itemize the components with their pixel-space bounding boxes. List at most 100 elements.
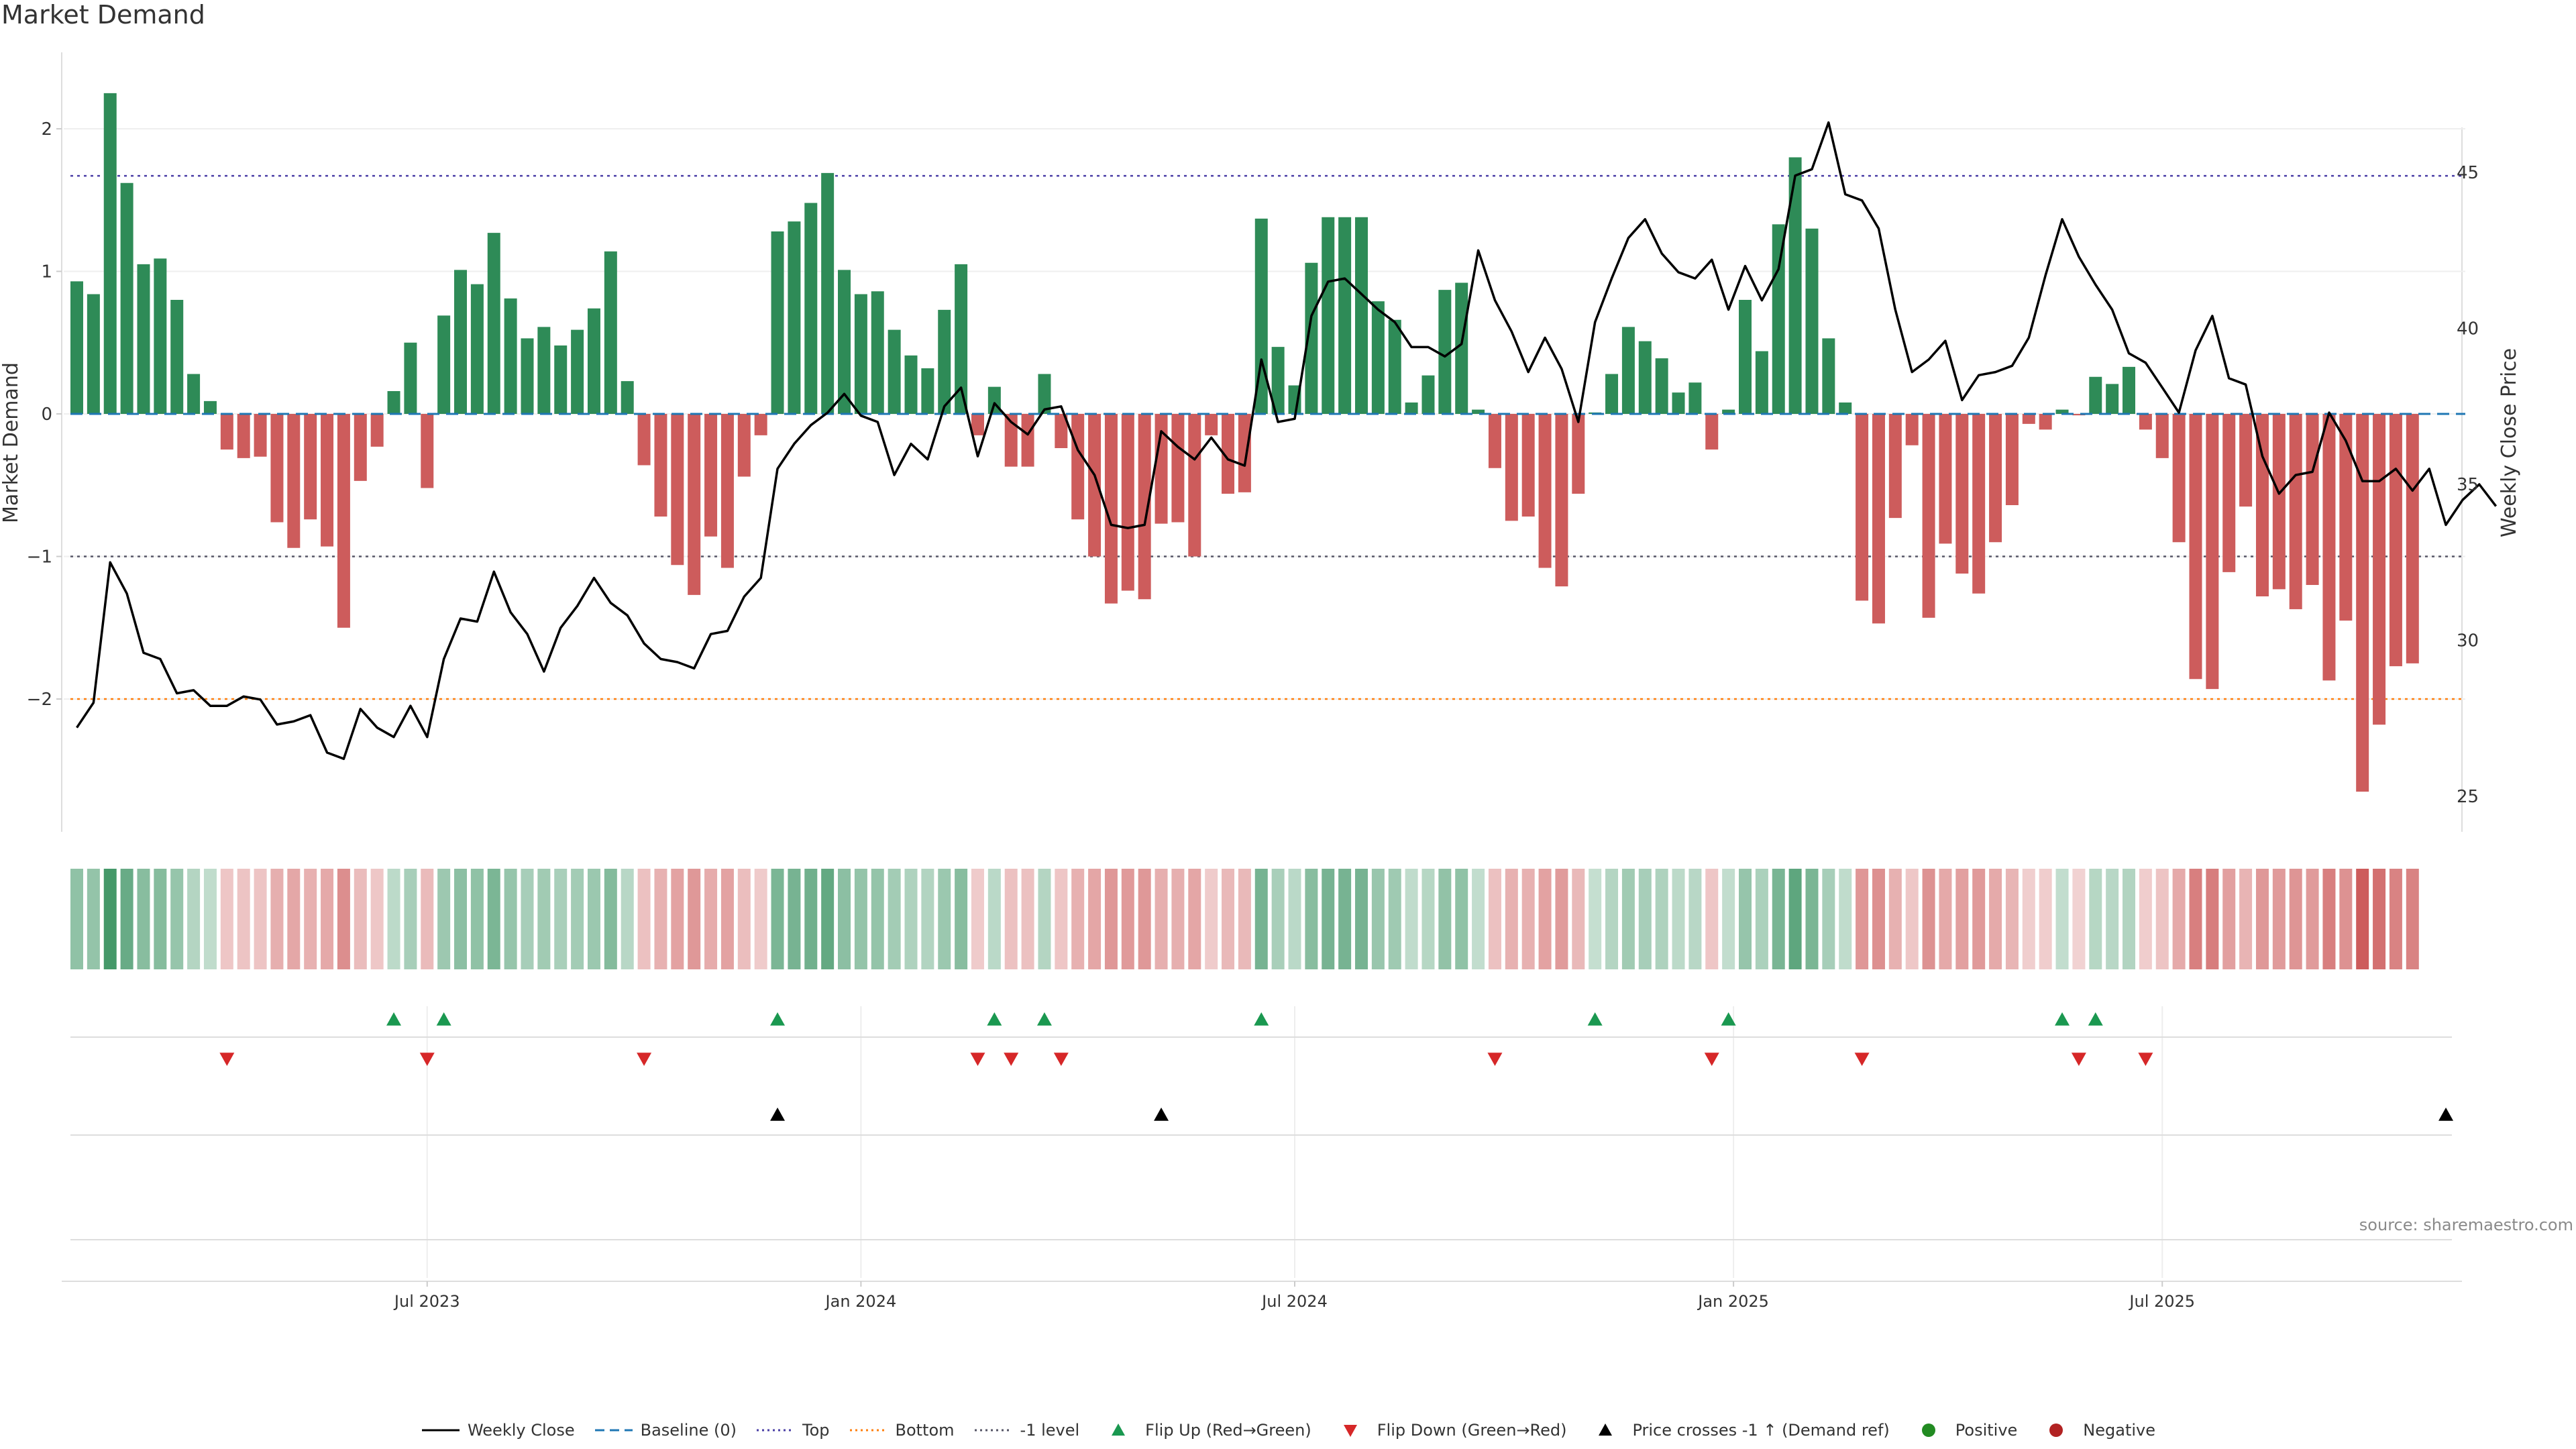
flip-up-marker — [2088, 1012, 2103, 1026]
heat-cell — [1288, 869, 1301, 969]
demand-bar — [387, 391, 400, 414]
demand-bars — [70, 93, 2419, 792]
heat-cell — [2055, 869, 2069, 969]
demand-bar — [2055, 409, 2069, 414]
demand-bar — [354, 414, 367, 481]
heat-cell — [1055, 869, 1068, 969]
heat-cell — [720, 869, 734, 969]
heat-cell — [1755, 869, 1768, 969]
demand-bar — [671, 414, 684, 566]
heat-cell — [1621, 869, 1635, 969]
demand-bar — [1856, 414, 1869, 601]
demand-bar — [103, 93, 117, 414]
source-caption: source: sharemaestro.com — [2359, 1216, 2573, 1234]
demand-bar — [571, 329, 584, 414]
heat-cell — [404, 869, 417, 969]
heat-cell — [187, 869, 201, 969]
demand-bar — [1739, 300, 1752, 414]
heat-cell — [987, 869, 1001, 969]
y2-axis-label: Weekly Close Price — [2498, 348, 2521, 537]
heat-cell — [220, 869, 233, 969]
heat-cell — [854, 869, 867, 969]
heat-cell — [1338, 869, 1352, 969]
heat-cell — [1021, 869, 1034, 969]
heat-cell — [321, 869, 334, 969]
demand-bar — [938, 309, 951, 414]
demand-bar — [1688, 382, 1702, 414]
heat-cell — [1388, 869, 1401, 969]
legend-item-top: Top — [755, 1421, 830, 1440]
heat-cell — [237, 869, 250, 969]
legend-label: Bottom — [895, 1421, 955, 1440]
demand-bar — [2172, 414, 2186, 543]
heat-cell — [1004, 869, 1018, 969]
heat-cell — [1205, 869, 1218, 969]
heat-cell — [1905, 869, 1919, 969]
heat-cell — [1455, 869, 1468, 969]
demand-bar — [1171, 414, 1185, 523]
y-tick-label: −1 — [27, 547, 52, 568]
y2-tick-label: 30 — [2457, 631, 2479, 651]
heat-cell — [2106, 869, 2119, 969]
heat-cell — [2222, 869, 2236, 969]
demand-heat-strip — [70, 869, 2419, 969]
demand-bar — [804, 203, 818, 414]
flip-up-marker — [987, 1012, 1002, 1026]
heat-cell — [955, 869, 968, 969]
demand-bar — [2139, 414, 2152, 430]
x-tick-label: Jul 2025 — [2128, 1292, 2195, 1311]
legend-item-cross: Price crosses -1 ↑ (Demand ref) — [1585, 1421, 1890, 1440]
heat-cell — [2322, 869, 2336, 969]
weekly-close-line — [76, 121, 2498, 760]
demand-bar — [1421, 375, 1435, 414]
legend-item-price: Weekly Close — [421, 1421, 575, 1440]
heat-cell — [1872, 869, 1885, 969]
price-cross-marker — [770, 1108, 786, 1121]
heat-cell — [1238, 869, 1251, 969]
flip-up-marker — [1587, 1012, 1603, 1026]
heat-cell — [1371, 869, 1385, 969]
demand-bar — [1238, 414, 1251, 492]
demand-bar — [1722, 409, 1735, 414]
heat-cell — [688, 869, 701, 969]
demand-bar — [688, 414, 701, 595]
x-tick-label: Jan 2025 — [1697, 1292, 1769, 1311]
heat-cell — [971, 869, 984, 969]
demand-bar — [1488, 414, 1501, 468]
demand-bar — [2222, 414, 2236, 572]
demand-bar — [1038, 374, 1051, 414]
heat-cell — [637, 869, 651, 969]
demand-bar — [587, 308, 600, 414]
legend-label: Weekly Close — [467, 1421, 575, 1440]
demand-bar — [1121, 414, 1134, 591]
heat-cell — [1088, 869, 1102, 969]
heat-cell — [437, 869, 451, 969]
heat-cell — [1772, 869, 1785, 969]
price-cross-marker — [1154, 1108, 1169, 1121]
demand-bar — [1004, 414, 1018, 467]
demand-bar — [1055, 414, 1068, 448]
demand-bar — [1388, 319, 1401, 414]
heat-cell — [554, 869, 568, 969]
demand-bar — [203, 400, 217, 414]
legend-swatch-dot_neg — [2049, 1424, 2063, 1437]
heat-cell — [1589, 869, 1602, 969]
demand-bar — [737, 414, 751, 477]
price-cross-marker — [2438, 1108, 2454, 1121]
demand-bar — [2123, 366, 2136, 414]
demand-bar — [1188, 414, 1201, 557]
demand-bar — [1972, 414, 1986, 594]
heat-cell — [1171, 869, 1185, 969]
flip-down-marker — [1004, 1053, 1019, 1066]
heat-cell — [2022, 869, 2035, 969]
demand-bar — [170, 300, 184, 414]
demand-bar — [771, 231, 784, 414]
demand-bar — [637, 414, 651, 466]
demand-bar — [1755, 351, 1768, 414]
demand-bar — [1538, 414, 1552, 568]
demand-bar — [621, 381, 634, 414]
demand-bar — [2005, 414, 2019, 505]
demand-bar — [1521, 414, 1535, 517]
legend-item-minus1: -1 level — [973, 1421, 1079, 1440]
legend-swatch-price — [421, 1429, 460, 1432]
